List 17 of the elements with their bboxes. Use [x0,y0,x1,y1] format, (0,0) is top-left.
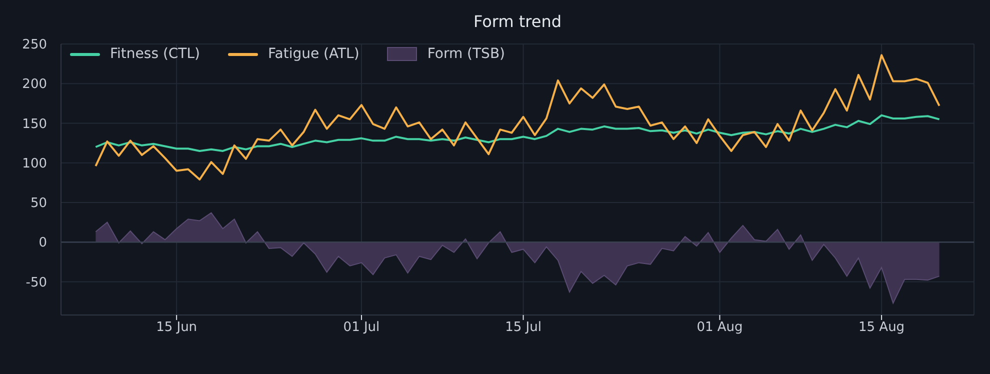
y-tick-label: 50 [30,196,47,212]
y-tick-label: 250 [22,38,47,53]
legend-label: Fitness (CTL) [110,46,200,62]
x-tick-label: 15 Jun [156,320,198,336]
legend-label: Form (TSB) [427,46,506,62]
y-tick-label: 100 [22,156,47,172]
x-tick-label: 01 Jul [343,320,380,336]
y-tick-label: -50 [26,275,47,290]
x-tick-label: 15 Aug [858,320,905,336]
chart-title: Form trend [472,12,563,31]
x-tick-label: 01 Aug [696,320,743,336]
legend-label: Fatigue (ATL) [268,46,360,62]
y-tick-label: 150 [22,116,47,132]
x-tick-label: 15 Jul [505,320,542,336]
line-series [94,114,940,152]
y-tick-label: 200 [22,77,47,92]
y-tick-label: 0 [38,236,47,251]
